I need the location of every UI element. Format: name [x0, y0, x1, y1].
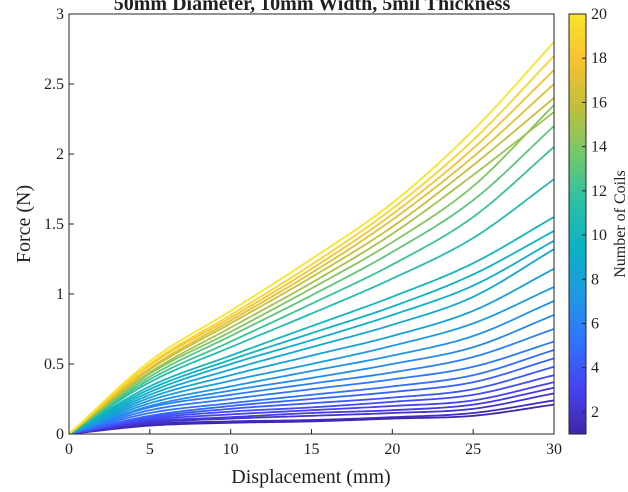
x-tick-label: 0 — [65, 441, 73, 458]
series-line-29 — [69, 41, 554, 434]
colorbar-tick-label: 4 — [591, 360, 599, 377]
series-line-5 — [69, 381, 554, 434]
series-line-28 — [69, 55, 554, 434]
x-tick-label: 30 — [546, 441, 562, 458]
series-line-4 — [69, 386, 554, 434]
x-tick-label: 10 — [223, 441, 239, 458]
series-line-3 — [69, 392, 554, 434]
y-axis-label: Force (N) — [13, 185, 35, 263]
y-axis: 0 0.5 1 1.5 2 2.5 3 — [44, 6, 74, 443]
series-line-14 — [69, 286, 554, 434]
colorbar-tick-label: 2 — [591, 404, 599, 421]
series-line-13 — [69, 300, 554, 434]
series-line-17 — [69, 240, 554, 434]
series-line-1 — [69, 403, 554, 434]
y-tick-label: 1 — [56, 286, 64, 303]
colorbar-tick-label: 14 — [591, 139, 607, 156]
y-tick-label: 2.5 — [44, 76, 64, 93]
colorbar-tick-label: 18 — [591, 50, 607, 67]
y-tick-label: 0 — [56, 426, 64, 443]
y-tick-label: 2 — [56, 146, 64, 163]
colorbar-tick-label: 6 — [591, 315, 599, 332]
colorbar-tick-label: 12 — [591, 183, 607, 200]
colorbar-ticks: 2 4 6 8 10 12 14 16 18 20 — [582, 6, 607, 421]
series-line-23 — [69, 104, 554, 434]
series-line-18 — [69, 230, 554, 434]
colorbar — [568, 13, 587, 435]
y-tick-label: 1.5 — [44, 216, 64, 233]
series-line-8 — [69, 357, 554, 434]
series-line-7 — [69, 365, 554, 434]
series-line-2 — [69, 399, 554, 434]
series-line-22 — [69, 125, 554, 434]
series-line-11 — [69, 328, 554, 434]
series-line-26 — [69, 83, 554, 434]
colorbar-tick-label: 16 — [591, 94, 607, 111]
x-axis: 0 5 10 15 20 25 30 — [65, 429, 562, 458]
series-line-9 — [69, 349, 554, 434]
series-layer — [69, 41, 554, 434]
series-line-16 — [69, 248, 554, 434]
series-line-10 — [69, 340, 554, 434]
chart-title: 50mm Diameter, 10mm Width, 5mil Thicknes… — [114, 0, 511, 15]
series-line-27 — [69, 69, 554, 434]
x-tick-label: 15 — [304, 441, 320, 458]
series-line-21 — [69, 146, 554, 434]
x-tick-label: 20 — [384, 441, 400, 458]
series-line-24 — [69, 111, 554, 434]
series-line-19 — [69, 216, 554, 434]
series-line-25 — [69, 97, 554, 434]
x-tick-label: 25 — [465, 441, 481, 458]
series-line-12 — [69, 314, 554, 434]
colorbar-tick-label: 8 — [591, 271, 599, 288]
series-line-6 — [69, 374, 554, 434]
series-line-20 — [69, 178, 554, 434]
colorbar-tick-label: 10 — [591, 227, 607, 244]
x-tick-label: 5 — [146, 441, 154, 458]
y-tick-label: 3 — [56, 6, 64, 23]
series-line-15 — [69, 268, 554, 434]
colorbar-tick-label: 20 — [591, 6, 607, 23]
y-tick-label: 0.5 — [44, 356, 64, 373]
colorbar-label: Number of Coils — [612, 170, 628, 278]
x-axis-label: Displacement (mm) — [231, 466, 390, 488]
